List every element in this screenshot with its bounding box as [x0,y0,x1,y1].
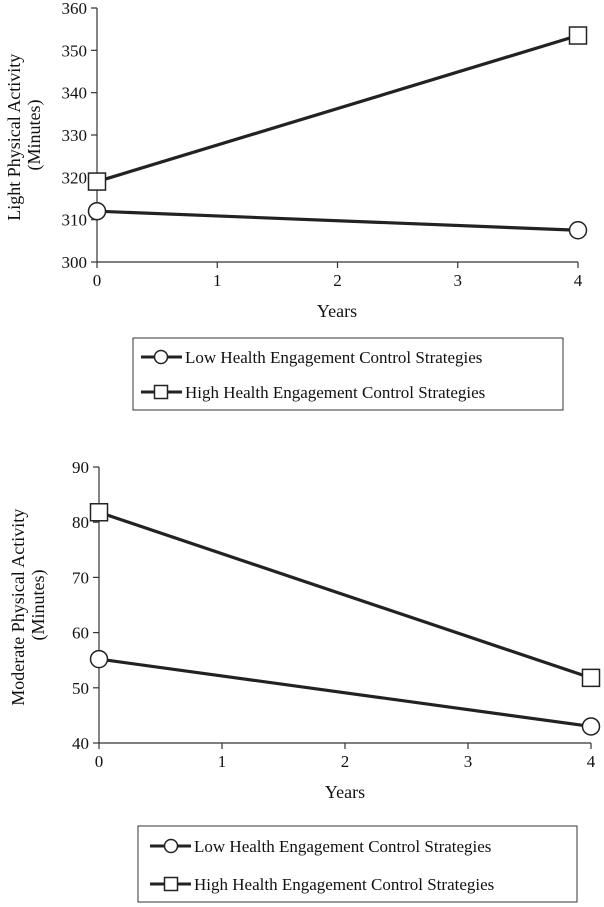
y-axis: 40 50 60 70 80 90 [72,458,100,753]
legend-label-high: High Health Engagement Control Strategie… [185,383,485,402]
data-point-circle [87,201,107,221]
x-tick-label: 4 [574,271,583,290]
x-tick-label: 2 [341,752,350,771]
y-tick-label: 360 [62,0,88,18]
x-tick-label: 4 [587,752,596,771]
y-tick-label: 310 [62,211,88,230]
x-axis-title: Years [325,782,365,802]
x-axis: 0 1 2 3 4 [95,742,596,771]
y-tick-label: 90 [72,458,89,477]
legend-box [132,337,564,411]
legend-box [137,825,578,903]
legend-marker-square [153,384,169,400]
x-tick-label: 0 [95,752,104,771]
legend-item-low: Low Health Engagement Control Strategies [150,837,491,856]
data-point-square [87,172,107,191]
x-ticks: 0 1 2 3 4 [93,262,583,290]
data-point-circle [568,221,588,240]
legend-label-low: Low Health Engagement Control Strategies [185,348,482,367]
y-tick-label: 300 [62,253,88,272]
y-axis-title-line2: (Minutes) [24,100,45,171]
y-tick-label: 50 [72,679,89,698]
y-axis-title: Moderate Physical Activity (Minutes) [8,504,49,705]
y-axis-title-line1: Light Physical Activity [4,54,24,221]
legend-label-high: High Health Engagement Control Strategie… [194,875,494,894]
x-tick-label: 3 [464,752,473,771]
moderate-activity-chart: 40 50 60 70 80 90 0 1 2 3 4 Years Moderate Physic… [8,458,601,903]
data-point-square [581,668,601,688]
y-tick-label: 330 [62,126,88,145]
series-line-high [96,33,579,184]
series-line-low [98,657,592,729]
legend-item-high: High Health Engagement Control Strategie… [141,383,485,402]
series-line-low [96,209,579,232]
legend-marker-square [163,876,179,892]
series-group [87,26,588,240]
series-line-high [98,510,592,680]
y-axis-title: Light Physical Activity (Minutes) [4,49,45,221]
legend-label-low: Low Health Engagement Control Strategies [194,837,491,856]
y-tick-label: 340 [62,84,88,103]
data-point-circle [89,649,109,669]
y-tick-label: 70 [72,568,89,587]
y-axis-title-line1: Moderate Physical Activity [8,509,28,706]
y-tick-label: 40 [72,734,89,753]
y-tick-label: 60 [72,624,89,643]
y-tick-label: 350 [62,41,88,60]
series-group [89,503,601,736]
legend: Low Health Engagement Control Strategies… [132,337,564,411]
x-tick-label: 1 [213,271,222,290]
y-axis: 300 310 320 330 340 350 360 [62,0,98,272]
y-tick-label: 320 [62,168,88,187]
light-activity-chart: 300 310 320 330 340 350 360 0 1 2 3 4 Years Light … [4,0,588,411]
x-tick-label: 3 [454,271,463,290]
legend-item-high: High Health Engagement Control Strategie… [150,875,494,894]
data-point-square [89,503,109,522]
legend: Low Health Engagement Control Strategies… [137,825,578,903]
y-ticks: 300 310 320 330 340 350 360 [62,0,97,272]
y-axis-title-line2: (Minutes) [28,570,49,641]
x-ticks: 0 1 2 3 4 [95,743,596,771]
data-point-square [568,26,588,45]
x-tick-label: 0 [93,271,102,290]
legend-marker-circle [153,349,169,365]
x-tick-label: 1 [218,752,227,771]
x-axis: 0 1 2 3 4 [93,261,583,290]
data-point-circle [581,717,601,736]
y-tick-label: 80 [72,513,89,532]
x-axis-title: Years [317,301,357,321]
x-tick-label: 2 [333,271,342,290]
legend-item-low: Low Health Engagement Control Strategies [141,348,482,367]
y-ticks: 40 50 60 70 80 90 [72,458,99,753]
legend-marker-circle [163,838,179,854]
